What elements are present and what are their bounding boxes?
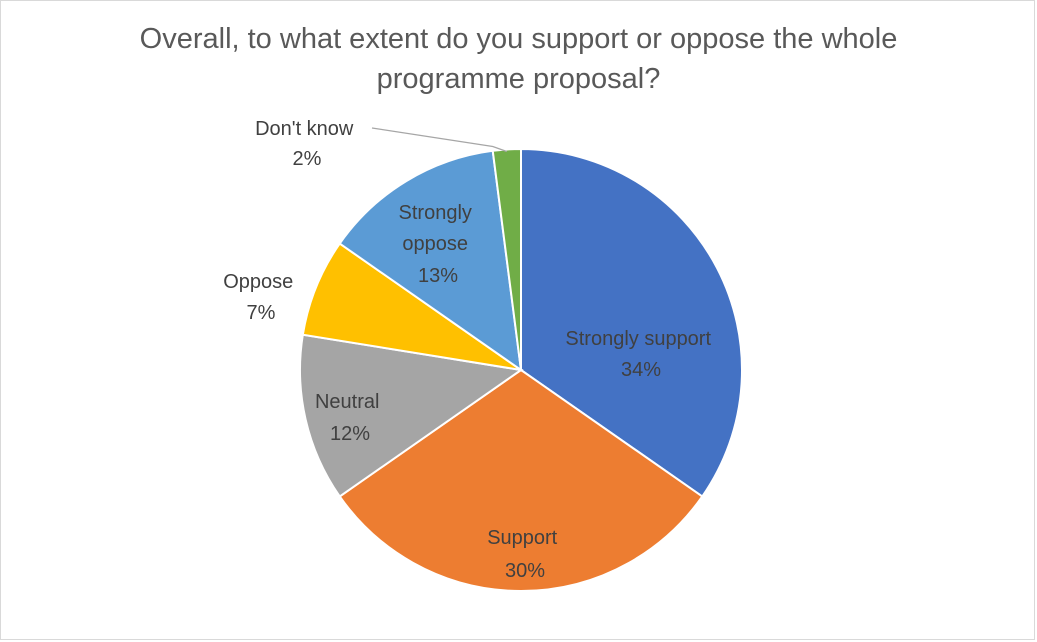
label-neutral-name: Neutral <box>315 391 379 413</box>
label-dont-know-value: 2% <box>293 148 322 170</box>
label-support: Support 30% <box>487 527 563 582</box>
label-strongly-support-value: 34% <box>621 359 661 381</box>
chart-title-line-1: Overall, to what extent do you support o… <box>139 23 898 55</box>
slice-oppose <box>301 242 522 371</box>
chart-title: Overall, to what extent do you support o… <box>1 19 1036 99</box>
label-strongly-oppose-value: 13% <box>418 265 458 287</box>
label-strongly-oppose-name-2: oppose <box>402 233 468 255</box>
slice-strongly-oppose <box>338 149 523 373</box>
label-oppose: Oppose 7% <box>223 271 299 324</box>
slice-labels: Strongly support 34% Support 30% Neutral… <box>223 118 716 582</box>
label-support-name: Support <box>487 527 557 549</box>
label-oppose-value: 7% <box>247 302 276 324</box>
slice-support <box>338 368 704 592</box>
label-neutral: Neutral 12% <box>315 391 385 445</box>
label-strongly-oppose-name-1: Strongly <box>399 202 472 224</box>
slice-dont-know <box>491 147 522 371</box>
label-strongly-support-name: Strongly support <box>565 328 711 350</box>
leader-line-dont-know <box>371 127 508 153</box>
label-oppose-name: Oppose <box>223 271 293 293</box>
label-dont-know-name: Don't know <box>255 118 354 140</box>
leader-lines <box>371 127 508 153</box>
label-neutral-value: 12% <box>330 423 370 445</box>
label-support-value: 30% <box>505 560 545 582</box>
label-dont-know: Don't know 2% <box>255 118 359 170</box>
slice-strongly-support <box>520 147 743 498</box>
pie-slices <box>298 147 743 592</box>
chart-title-line-2: programme proposal? <box>376 63 661 95</box>
slice-neutral <box>298 333 524 498</box>
label-strongly-oppose: Strongly oppose 13% <box>399 202 478 287</box>
label-strongly-support: Strongly support 34% <box>565 328 716 381</box>
